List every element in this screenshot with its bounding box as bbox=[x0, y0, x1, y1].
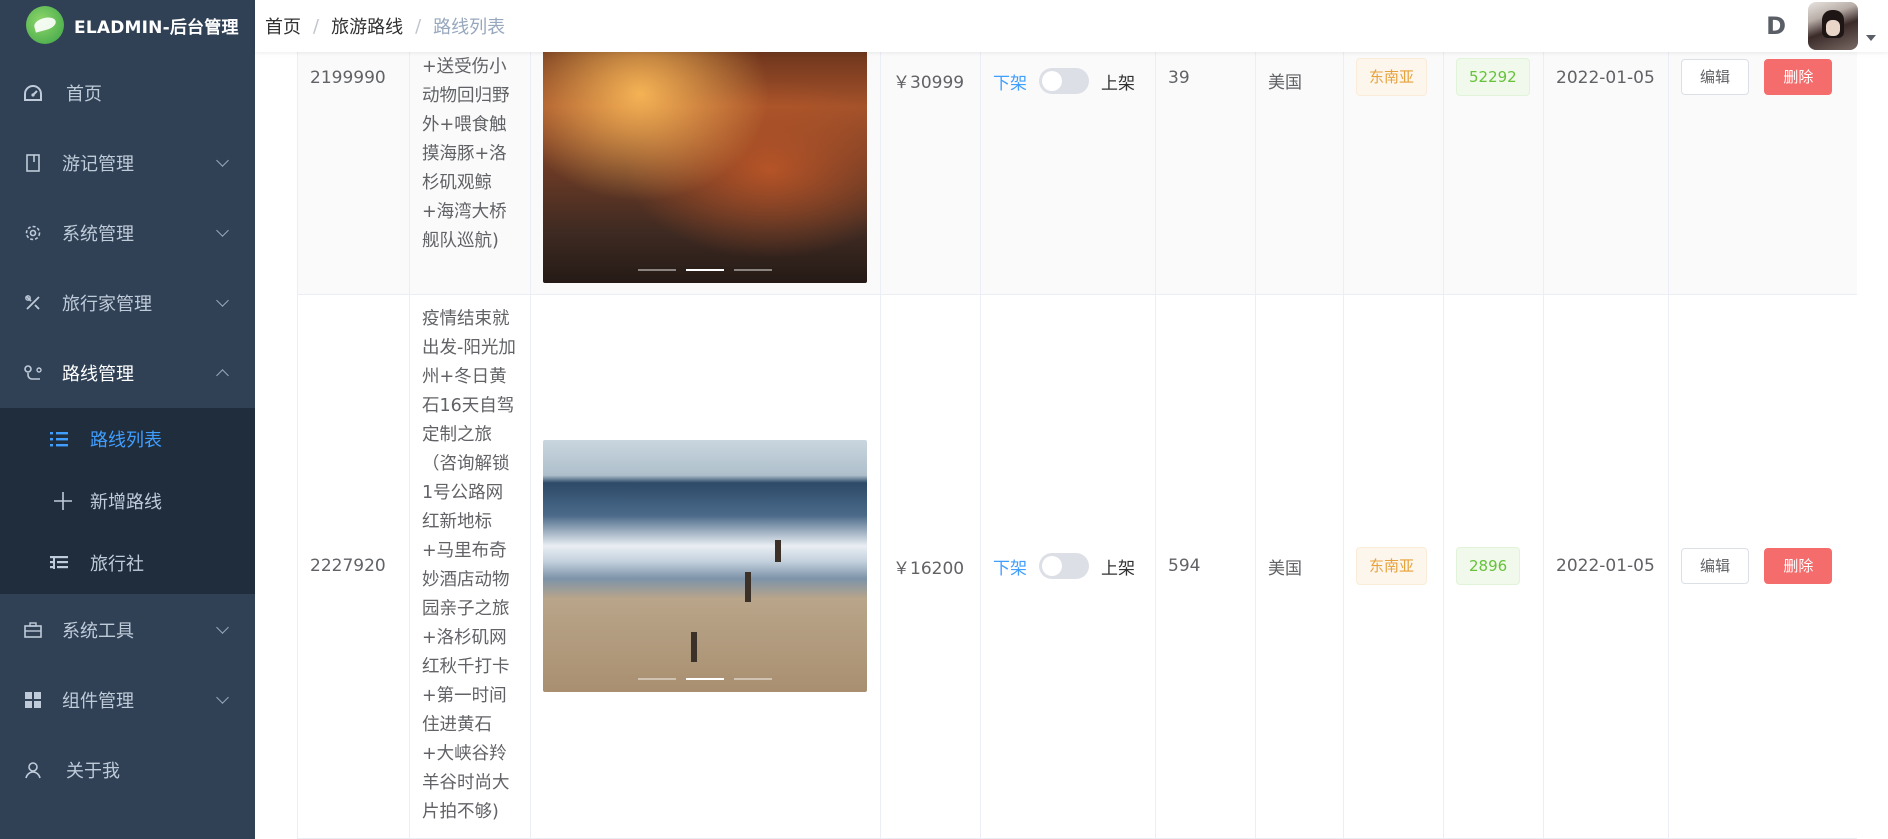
app-title: ELADMIN-后台管理 bbox=[74, 17, 239, 38]
carousel-indicators bbox=[543, 678, 867, 680]
sidebar-item-system[interactable]: 系统管理 bbox=[0, 198, 255, 268]
cell-stock: 594 bbox=[1155, 294, 1256, 839]
chevron-down-icon bbox=[216, 224, 229, 237]
sidebar-item-components[interactable]: 组件管理 bbox=[0, 665, 255, 735]
sidebar-item-routes[interactable]: 路线管理 bbox=[0, 338, 255, 408]
breadcrumb-home[interactable]: 首页 bbox=[265, 17, 301, 38]
gear-icon bbox=[22, 222, 44, 244]
views-tag: 52292 bbox=[1456, 58, 1530, 96]
cell-date: 2022-01-05 bbox=[1543, 52, 1669, 295]
table-row: 2199990 魔鬼岛互动 +送受伤小 动物回归野 外+喂食触 摸海豚+洛 杉矶… bbox=[297, 52, 1857, 295]
grid-icon bbox=[22, 689, 44, 711]
sidebar-item-label: 组件管理 bbox=[62, 691, 134, 712]
breadcrumb-current: 路线列表 bbox=[433, 17, 506, 38]
submenu-item-agency[interactable]: 旅行社 bbox=[0, 532, 255, 594]
cell-date: 2022-01-05 bbox=[1543, 294, 1669, 839]
cell-id: 2227920 bbox=[297, 294, 410, 839]
avatar[interactable] bbox=[1808, 2, 1858, 50]
on-shelf-label[interactable]: 上架 bbox=[1101, 558, 1135, 579]
route-icon bbox=[22, 362, 44, 384]
sidebar-item-travelers[interactable]: 旅行家管理 bbox=[0, 268, 255, 338]
delete-button[interactable]: 删除 bbox=[1764, 548, 1833, 584]
dashboard-icon bbox=[22, 82, 44, 104]
sidebar-item-label: 首页 bbox=[66, 84, 102, 105]
route-image-carousel[interactable] bbox=[543, 52, 867, 283]
chevron-down-icon bbox=[216, 691, 229, 704]
top-navbar: 首页 / 旅游路线 / 路线列表 D bbox=[255, 0, 1888, 52]
cell-id: 2199990 bbox=[297, 52, 410, 295]
toolbox-icon bbox=[22, 619, 44, 641]
sidebar-item-label: 系统工具 bbox=[62, 621, 134, 642]
delete-button[interactable]: 删除 bbox=[1764, 59, 1833, 95]
sidebar-item-label: 系统管理 bbox=[62, 224, 134, 245]
sidebar-item-systools[interactable]: 系统工具 bbox=[0, 595, 255, 665]
user-icon bbox=[22, 759, 44, 781]
sidebar-item-label: 游记管理 bbox=[62, 154, 134, 175]
header-actions: D bbox=[1766, 0, 1876, 52]
sidebar-item-about[interactable]: 关于我 bbox=[0, 735, 255, 805]
sidebar-item-label: 路线管理 bbox=[62, 364, 134, 385]
sidebar-item-label: 旅行家管理 bbox=[62, 294, 152, 315]
sidebar-item-travelnotes[interactable]: 游记管理 bbox=[0, 128, 255, 198]
cell-price: ￥30999 bbox=[880, 52, 981, 295]
cell-route-name: 疫情结束就 出发-阳光加 州+冬日黄 石16天自驾 定制之旅 （咨询解锁 1号公… bbox=[422, 309, 516, 822]
notebook-icon bbox=[22, 152, 44, 174]
plus-icon bbox=[52, 490, 74, 512]
route-table: 2199990 魔鬼岛互动 +送受伤小 动物回归野 外+喂食触 摸海豚+洛 杉矶… bbox=[297, 52, 1857, 839]
list-icon bbox=[48, 428, 70, 450]
sidebar-item-home[interactable]: 首页 bbox=[0, 58, 255, 128]
off-shelf-label[interactable]: 下架 bbox=[993, 73, 1027, 94]
logo[interactable]: ELADMIN-后台管理 bbox=[0, 0, 255, 50]
sidebar: ELADMIN-后台管理 首页 游记管理 系统管理 旅行家管理 路线管理 bbox=[0, 0, 255, 839]
status-switch-group: 下架 上架 bbox=[993, 68, 1143, 94]
off-shelf-label[interactable]: 下架 bbox=[993, 558, 1027, 579]
carousel-dot[interactable] bbox=[734, 678, 772, 680]
breadcrumb-routes[interactable]: 旅游路线 bbox=[331, 17, 404, 38]
carousel-dot[interactable] bbox=[638, 678, 676, 680]
cell-route-name: 魔鬼岛互动 +送受伤小 动物回归野 外+喂食触 摸海豚+洛 杉矶观鲸 +海湾大桥… bbox=[422, 56, 510, 251]
status-switch[interactable] bbox=[1039, 68, 1089, 94]
status-switch[interactable] bbox=[1039, 553, 1089, 579]
agency-list-icon bbox=[48, 552, 70, 574]
chevron-up-icon bbox=[216, 369, 229, 382]
submenu-item-label: 新增路线 bbox=[90, 492, 162, 513]
submenu-item-label: 路线列表 bbox=[90, 430, 162, 451]
submenu-item-route-list[interactable]: 路线列表 bbox=[0, 408, 255, 470]
table-row: 2227920 疫情结束就 出发-阳光加 州+冬日黄 石16天自驾 定制之旅 （… bbox=[297, 294, 1857, 839]
carousel-indicators bbox=[543, 268, 867, 271]
tools-icon bbox=[22, 292, 44, 314]
chevron-down-icon bbox=[216, 621, 229, 634]
carousel-dot[interactable] bbox=[686, 268, 724, 271]
docs-icon[interactable]: D bbox=[1766, 12, 1786, 40]
edit-button[interactable]: 编辑 bbox=[1681, 548, 1750, 584]
leaf-logo-icon bbox=[26, 6, 64, 44]
cell-price: ￥16200 bbox=[880, 294, 981, 839]
on-shelf-label[interactable]: 上架 bbox=[1101, 73, 1135, 94]
edit-button[interactable]: 编辑 bbox=[1681, 59, 1750, 95]
carousel-dot[interactable] bbox=[638, 268, 676, 271]
cell-country: 美国 bbox=[1255, 294, 1344, 839]
region-tag: 东南亚 bbox=[1356, 58, 1428, 96]
chevron-down-icon bbox=[216, 154, 229, 167]
status-switch-group: 下架 上架 bbox=[993, 553, 1143, 579]
route-image-carousel[interactable] bbox=[543, 440, 867, 692]
submenu-item-add-route[interactable]: 新增路线 bbox=[0, 470, 255, 532]
sidebar-item-label: 关于我 bbox=[66, 761, 120, 782]
chevron-down-icon bbox=[216, 294, 229, 307]
breadcrumb: 首页 / 旅游路线 / 路线列表 bbox=[265, 13, 505, 39]
cell-stock: 39 bbox=[1155, 52, 1256, 295]
submenu-item-label: 旅行社 bbox=[90, 554, 144, 575]
cell-country: 美国 bbox=[1255, 52, 1344, 295]
carousel-dot[interactable] bbox=[686, 678, 724, 680]
submenu-routes: 路线列表 新增路线 旅行社 bbox=[0, 408, 255, 594]
region-tag: 东南亚 bbox=[1356, 547, 1428, 585]
caret-down-icon[interactable] bbox=[1866, 35, 1876, 41]
views-tag: 2896 bbox=[1456, 547, 1521, 585]
carousel-dot[interactable] bbox=[734, 268, 772, 271]
